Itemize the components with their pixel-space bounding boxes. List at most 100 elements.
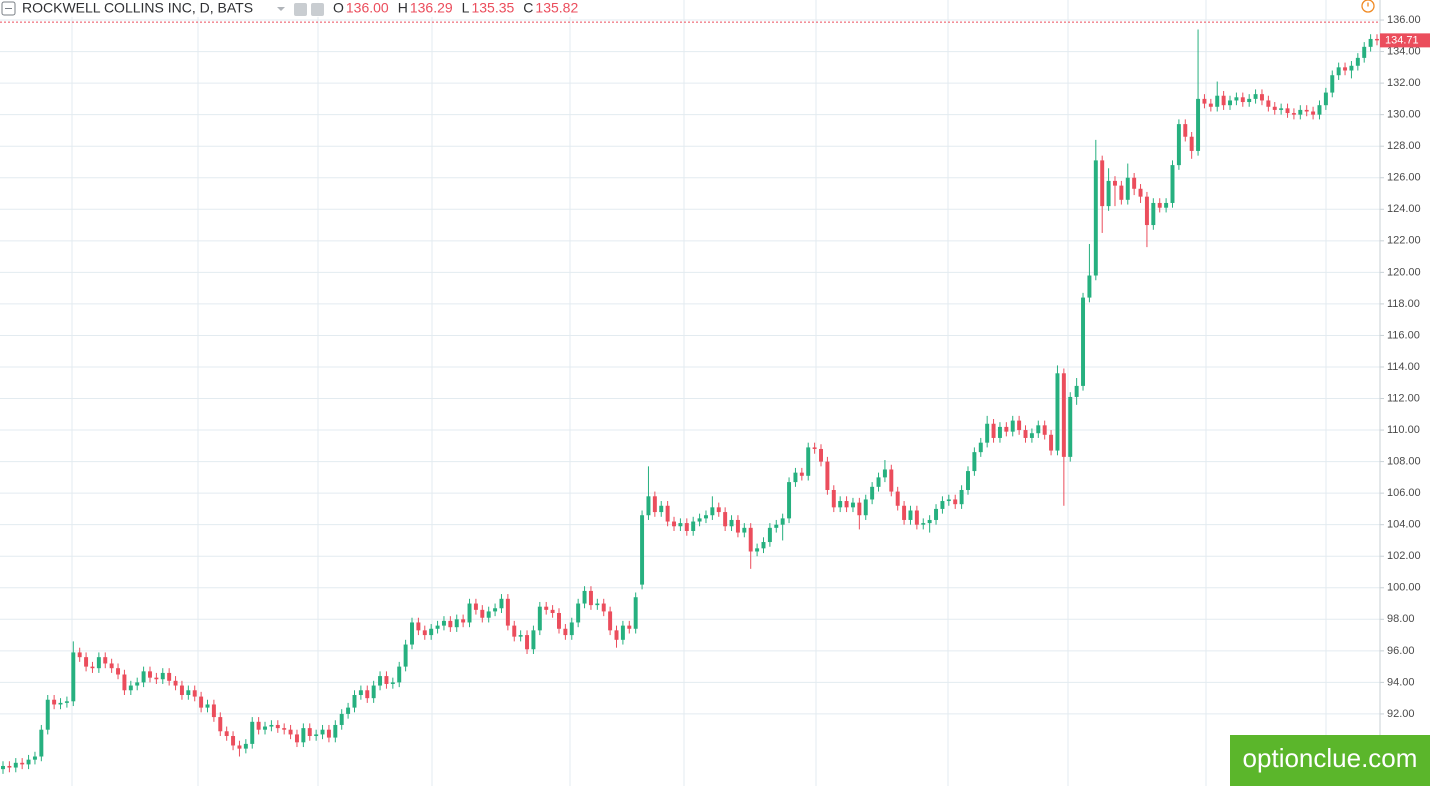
- dropdown-arrow[interactable]: [277, 7, 285, 11]
- candle-body: [1196, 98, 1201, 151]
- candle-body: [576, 603, 581, 623]
- candle-body: [914, 510, 919, 525]
- y-tick-label: 102.00: [1387, 550, 1421, 562]
- ohlc-key: O: [333, 0, 344, 16]
- candle-body: [109, 663, 114, 669]
- candle-body: [416, 622, 421, 631]
- candle-body: [557, 612, 561, 629]
- candle-body: [52, 699, 57, 705]
- candle-body: [940, 501, 945, 509]
- candle-body: [218, 717, 223, 732]
- y-tick-label: 114.00: [1387, 361, 1420, 373]
- candle-body: [787, 482, 792, 519]
- candle-body: [1202, 98, 1207, 104]
- candle-body: [1221, 95, 1226, 106]
- candle-body: [461, 619, 466, 623]
- candle-body: [1042, 425, 1047, 435]
- candle-body: [467, 603, 472, 623]
- candle-body: [122, 674, 127, 691]
- y-tick-label: 116.00: [1387, 329, 1420, 341]
- y-tick-label: 118.00: [1387, 298, 1420, 310]
- candle-body: [1068, 396, 1073, 457]
- candle-body: [1298, 109, 1303, 115]
- candle-body: [1183, 124, 1188, 137]
- candle-body: [294, 734, 299, 743]
- eye-icon[interactable]: [294, 3, 307, 16]
- candle-body: [77, 652, 82, 658]
- candle-body: [173, 680, 178, 686]
- price-axis: [1380, 0, 1430, 786]
- candle-body: [1368, 38, 1373, 47]
- candle-body: [755, 548, 760, 552]
- candle-body: [601, 603, 606, 612]
- candle-body: [179, 685, 184, 696]
- candle-body: [1017, 420, 1022, 431]
- candle-body: [473, 603, 478, 610]
- candle-body: [537, 606, 542, 631]
- ohlc-value: 136.00: [346, 0, 389, 16]
- candle-body: [224, 731, 229, 737]
- last-price-label: 134.71: [1385, 34, 1419, 46]
- candle-body: [953, 499, 958, 505]
- candle-body: [1023, 430, 1028, 438]
- candle-body: [934, 508, 939, 520]
- candle-body: [1081, 297, 1086, 386]
- candle-body: [1061, 373, 1066, 457]
- candle-body: [1125, 177, 1130, 200]
- candle-body: [288, 729, 293, 735]
- candle-body: [103, 657, 108, 664]
- ohlc-value: 135.82: [535, 0, 578, 16]
- candle-body: [691, 521, 696, 531]
- candle-body: [192, 690, 197, 697]
- ohlc-key: L: [462, 0, 470, 16]
- candle-body: [1355, 57, 1360, 66]
- candle-body: [767, 527, 772, 543]
- candle-body: [659, 505, 664, 513]
- candle-body: [448, 620, 453, 628]
- candle-body: [378, 676, 383, 686]
- collapse-icon[interactable]: [1, 1, 16, 16]
- header: ROCKWELL COLLINS INC, D, BATS O 136.00 H 13…: [0, 0, 600, 17]
- candle-body: [985, 423, 990, 443]
- candle-body: [135, 682, 140, 686]
- candle-body: [512, 625, 517, 637]
- y-tick-label: 110.00: [1387, 424, 1420, 436]
- candle-body: [339, 713, 344, 725]
- candle-body: [1311, 111, 1316, 115]
- y-tick-label: 136.00: [1387, 14, 1421, 26]
- candle-body: [665, 505, 670, 522]
- candle-body: [1330, 75, 1335, 93]
- candle-body: [895, 491, 900, 506]
- candle-body: [1010, 420, 1015, 432]
- candle-body: [390, 682, 395, 684]
- candle-body: [908, 510, 913, 520]
- candle-body: [96, 657, 101, 669]
- candle-body: [684, 523, 689, 531]
- settings-icon[interactable]: [311, 3, 324, 16]
- candle-body: [45, 699, 50, 730]
- candle-body: [1, 765, 5, 770]
- alert-icon[interactable]: [1361, 0, 1375, 13]
- candle-body: [1132, 177, 1137, 189]
- candle-body: [499, 598, 504, 609]
- candle-body: [275, 724, 280, 729]
- watermark-box: [1230, 735, 1430, 786]
- y-tick-label: 134.00: [1387, 45, 1421, 57]
- candle-body: [774, 524, 779, 528]
- candle-body: [505, 598, 510, 626]
- candle-body: [1049, 434, 1054, 451]
- candle-body: [1272, 106, 1277, 110]
- y-tick-label: 130.00: [1387, 109, 1421, 121]
- candle-body: [844, 501, 849, 508]
- candle-body: [761, 542, 766, 549]
- candle-body: [1323, 92, 1328, 106]
- candle-body: [1100, 160, 1105, 207]
- y-tick-label: 112.00: [1387, 392, 1420, 404]
- candle-body: [1349, 65, 1354, 71]
- candle-body: [563, 628, 568, 636]
- candle-body: [1247, 98, 1252, 103]
- candle-body: [211, 704, 216, 718]
- candle-body: [876, 477, 881, 487]
- candle-body: [1215, 95, 1220, 107]
- candle-body: [205, 704, 210, 708]
